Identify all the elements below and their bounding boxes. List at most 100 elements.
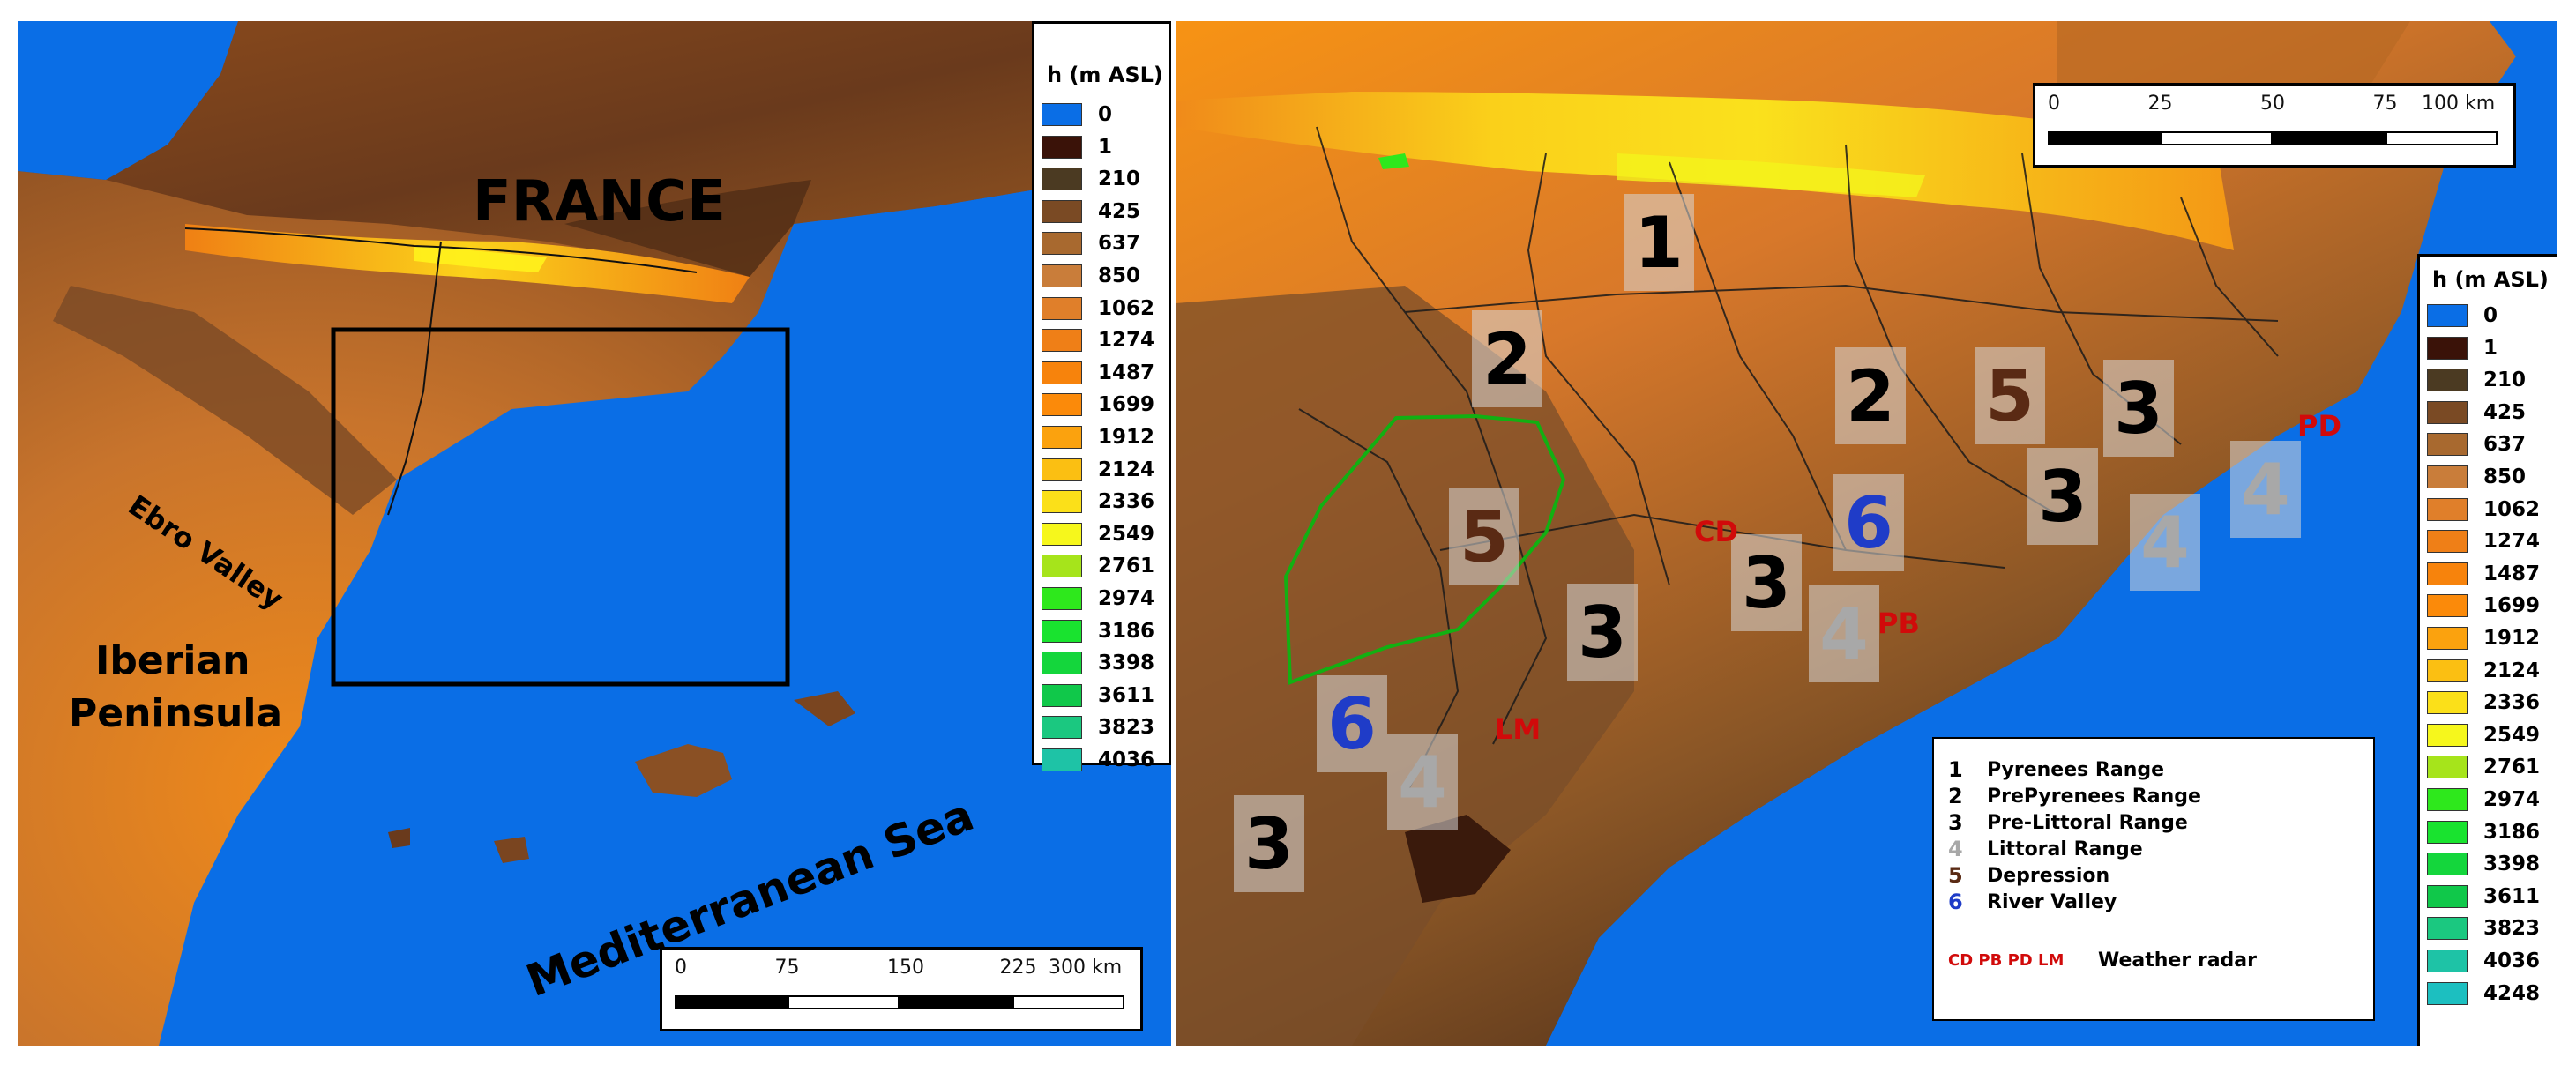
legend-label: 3823	[2483, 917, 2541, 941]
legend-row: 1274	[1042, 325, 1154, 355]
zone-marker-3: 3	[2027, 448, 2098, 545]
legend-swatch	[1042, 264, 1082, 287]
elevation-legend: h (m ASL) 0 1 210 425 637 850 1062 1274 1487 1699…	[1032, 21, 1171, 771]
scale-segment	[787, 995, 900, 1009]
legend-row: 2761	[2427, 752, 2540, 782]
legend-row: 1487	[2427, 559, 2540, 589]
label-france: FRANCE	[473, 169, 726, 235]
scale-bar: 0 75 150 225 300 km	[660, 947, 1143, 1031]
legend-row: 2336	[2427, 688, 2540, 718]
radar-label-lm: LM	[1495, 712, 1542, 746]
legend-label: 2761	[2483, 756, 2541, 779]
legend-row: 2974	[2427, 785, 2540, 815]
legend-swatch	[2427, 950, 2468, 972]
legend-row: 3611	[2427, 882, 2540, 912]
legend-swatch	[1042, 748, 1082, 771]
label-iberian: Iberian	[95, 638, 250, 683]
zone-marker-3: 3	[1731, 534, 1802, 631]
legend-row: 1912	[1042, 422, 1154, 452]
legend-label: 4036	[1098, 748, 1155, 771]
zone-marker-4: 4	[2130, 494, 2200, 591]
key-row: 5 Depression	[1948, 862, 2109, 889]
legend-row: 637	[1042, 228, 1140, 258]
legend-swatch	[2427, 820, 2468, 844]
zone-marker-3: 3	[1234, 795, 1304, 892]
scale-segment	[1012, 995, 1124, 1009]
legend-swatch	[1042, 296, 1082, 320]
legend-label: 2974	[1098, 587, 1155, 610]
scale-tick-label: 225	[999, 957, 1037, 979]
legend-row: 1062	[2427, 495, 2540, 525]
scale-tick-label: 150	[887, 957, 924, 979]
scale-segment	[675, 995, 788, 1009]
legend-row: 2124	[1042, 455, 1154, 485]
region-key: 1 Pyrenees Range 2 PrePyrenees Range 3 Pre-Li…	[1932, 737, 2375, 1021]
legend-row: 425	[2427, 398, 2526, 428]
key-radar-row: CD PB PD LM Weather radar	[1948, 947, 2257, 973]
zone-marker-1: 1	[1624, 194, 1694, 291]
legend-label: 3611	[2483, 884, 2541, 908]
zone-marker-4: 4	[1809, 585, 1879, 682]
legend-row: 1	[2427, 333, 2498, 363]
zone-marker-3: 3	[2103, 360, 2174, 457]
key-row: 2 PrePyrenees Range	[1948, 783, 2201, 809]
legend-row: 1	[1042, 132, 1112, 162]
legend-label: 1274	[1098, 329, 1155, 353]
legend-row: 2974	[1042, 584, 1154, 614]
legend-row: 2761	[1042, 551, 1154, 581]
legend-row: 1062	[1042, 294, 1154, 324]
legend-swatch	[1042, 199, 1082, 223]
legend-swatch	[2427, 756, 2468, 779]
scale-tick-label: 0	[675, 957, 687, 979]
legend-label: 4248	[2483, 981, 2541, 1005]
legend-swatch	[2427, 659, 2468, 682]
legend-row: 2336	[1042, 487, 1154, 517]
legend-label: 1062	[1098, 296, 1155, 320]
legend-row: 1912	[2427, 623, 2540, 653]
scale-segment	[2273, 131, 2386, 145]
legend-row: 2549	[1042, 519, 1154, 549]
legend-swatch	[1042, 168, 1082, 191]
legend-swatch	[2427, 723, 2468, 747]
legend-row: 4036	[2427, 946, 2540, 976]
scale-tick-label: 75	[774, 957, 800, 979]
legend-swatch	[1042, 135, 1082, 159]
overview-terrain	[18, 21, 1171, 1046]
scale-tick-label: 300 km	[1049, 957, 1123, 979]
legend-label: 1699	[2483, 594, 2541, 618]
key-label: Pre-Littoral Range	[1987, 811, 2188, 834]
legend-swatch	[2427, 981, 2468, 1005]
legend-swatch	[1042, 716, 1082, 740]
key-label: River Valley	[1987, 890, 2117, 913]
legend-label: 637	[2483, 433, 2527, 457]
legend-label: 210	[2483, 369, 2527, 392]
legend-label: 1699	[1098, 393, 1155, 417]
radar-codes: CD PB PD LM	[1948, 950, 2065, 970]
legend-swatch	[2427, 369, 2468, 392]
legend-label: 3398	[2483, 853, 2541, 876]
key-label: Depression	[1987, 864, 2110, 887]
legend-swatch	[1042, 619, 1082, 643]
legend-label: 425	[1098, 199, 1141, 223]
key-number: 6	[1948, 890, 1963, 914]
key-number: 5	[1948, 863, 1963, 888]
key-label: Littoral Range	[1987, 838, 2143, 860]
key-number: 3	[1948, 810, 1963, 835]
legend-row: 1274	[2427, 526, 2540, 556]
legend-label: 2549	[2483, 723, 2541, 747]
legend-label: 2124	[2483, 659, 2541, 682]
zone-marker-4: 4	[2230, 441, 2301, 538]
legend-swatch	[1042, 232, 1082, 256]
legend-label: 1487	[1098, 361, 1155, 384]
legend-row: 637	[2427, 429, 2526, 459]
zone-marker-2: 2	[1835, 347, 1906, 444]
key-number: 1	[1948, 757, 1963, 782]
key-row: 6 River Valley	[1948, 889, 2117, 915]
scale-tick-label: 25	[2147, 93, 2173, 115]
legend-swatch	[1042, 426, 1082, 449]
legend-swatch	[1042, 103, 1082, 126]
radar-label-pb: PB	[1878, 607, 1920, 640]
scale-segment	[2385, 131, 2498, 145]
